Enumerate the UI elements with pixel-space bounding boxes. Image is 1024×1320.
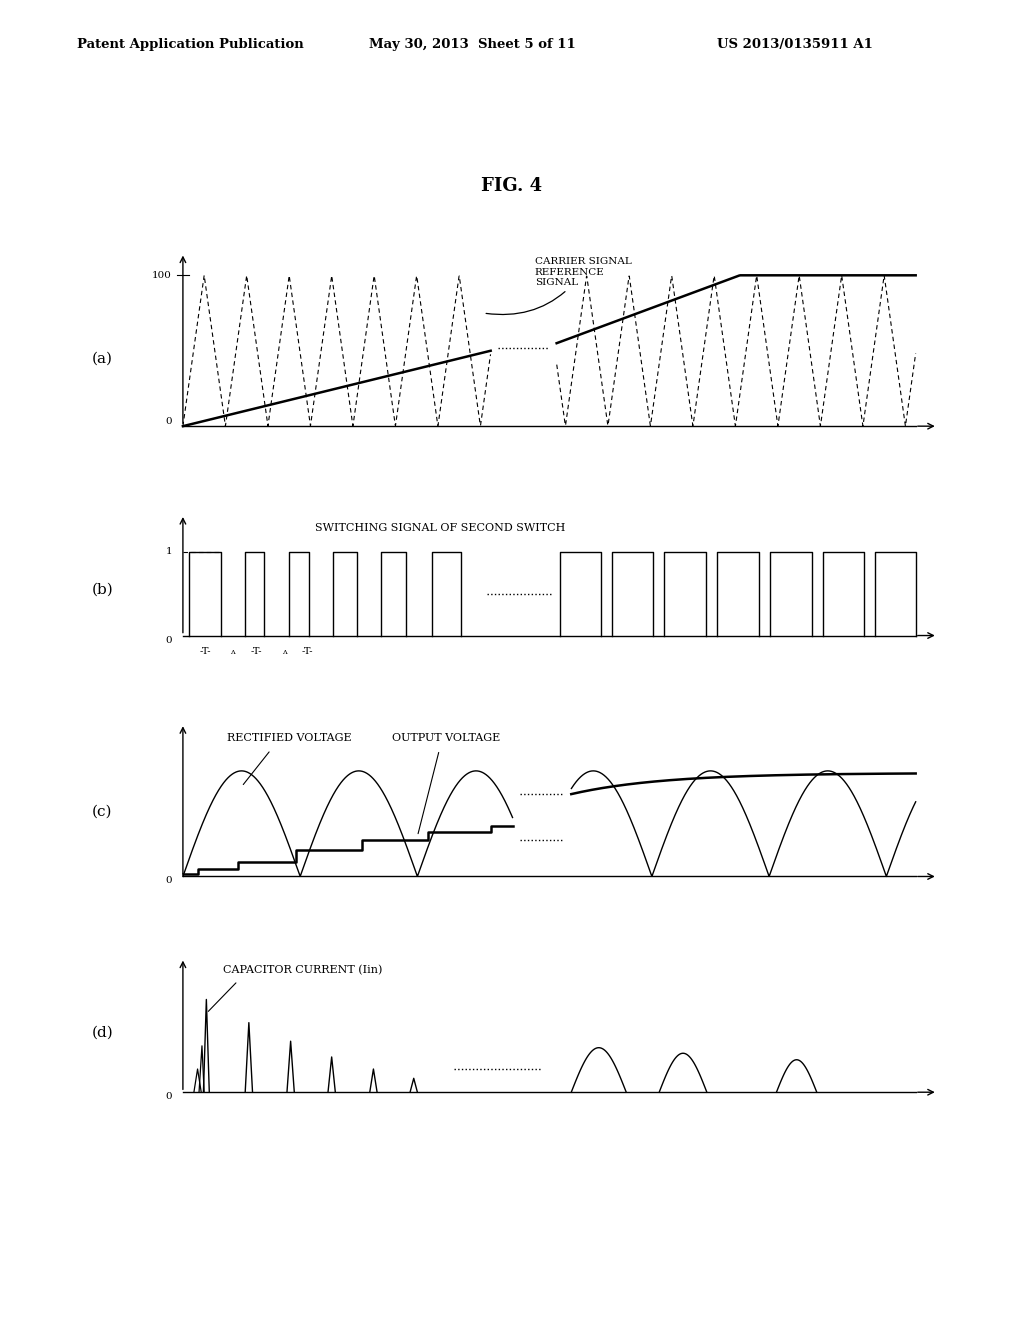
Text: 0: 0 — [165, 1092, 172, 1101]
Text: US 2013/0135911 A1: US 2013/0135911 A1 — [717, 37, 872, 50]
Text: May 30, 2013  Sheet 5 of 11: May 30, 2013 Sheet 5 of 11 — [369, 37, 575, 50]
Text: RECTIFIED VOLTAGE: RECTIFIED VOLTAGE — [227, 734, 351, 743]
Text: (c): (c) — [92, 805, 113, 818]
Text: 0: 0 — [165, 635, 172, 644]
Text: 0: 0 — [165, 876, 172, 886]
Text: CARRIER SIGNAL
REFERENCE
SIGNAL: CARRIER SIGNAL REFERENCE SIGNAL — [486, 257, 632, 314]
Text: -T-: -T- — [302, 647, 313, 656]
Text: -T-: -T- — [251, 647, 262, 656]
Text: OUTPUT VOLTAGE: OUTPUT VOLTAGE — [392, 734, 500, 743]
Text: ʌ: ʌ — [230, 648, 236, 656]
Text: ʌ: ʌ — [282, 648, 287, 656]
Text: 100: 100 — [152, 271, 172, 280]
Text: (d): (d) — [92, 1026, 114, 1039]
Text: CAPACITOR CURRENT (Iin): CAPACITOR CURRENT (Iin) — [223, 965, 383, 975]
Text: 0: 0 — [165, 417, 172, 426]
Text: -T-: -T- — [199, 647, 211, 656]
Text: (a): (a) — [92, 352, 114, 366]
Text: 1: 1 — [165, 548, 172, 556]
Text: FIG. 4: FIG. 4 — [481, 177, 543, 195]
Text: Patent Application Publication: Patent Application Publication — [77, 37, 303, 50]
Text: (b): (b) — [92, 583, 114, 597]
Text: SWITCHING SIGNAL OF SECOND SWITCH: SWITCHING SIGNAL OF SECOND SWITCH — [314, 524, 565, 533]
